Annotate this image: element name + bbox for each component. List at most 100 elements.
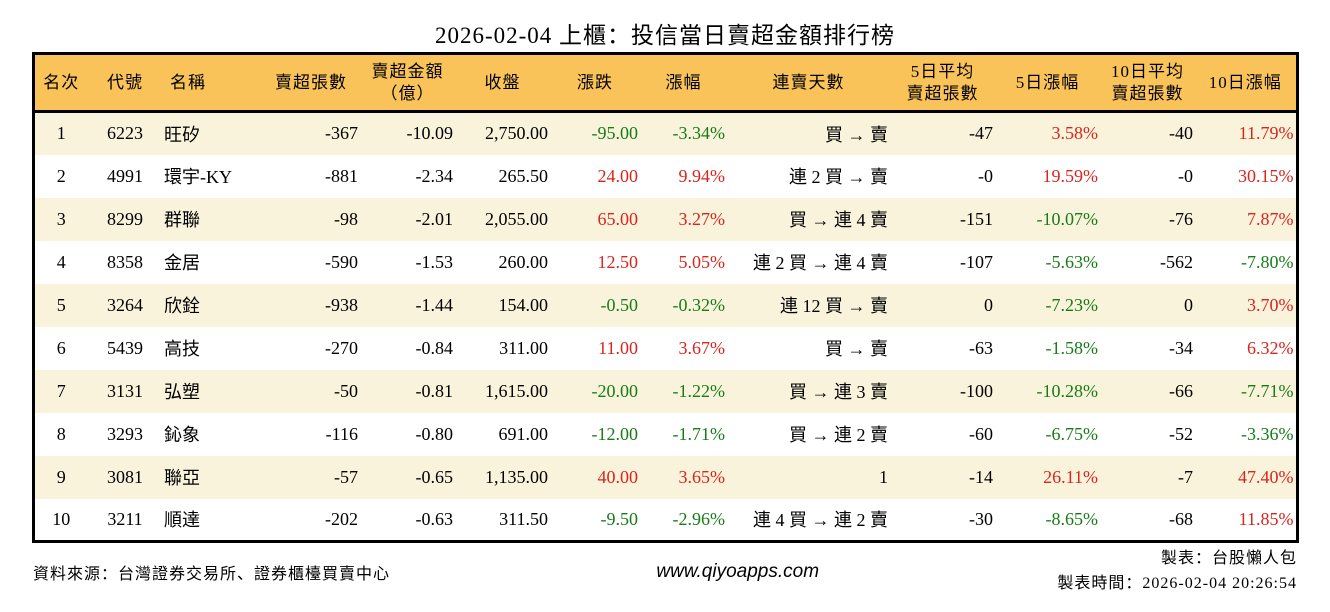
cell-avg5: -63 [969, 337, 993, 358]
cell-net_sell_lots: -57 [334, 466, 358, 487]
cell-change: -20.00 [591, 380, 639, 401]
cell-pct10: 7.87% [1247, 208, 1294, 229]
cell-change: 40.00 [597, 466, 639, 487]
cell-pct10: -3.36% [1241, 423, 1294, 444]
cell-net_sell_lots: -367 [325, 123, 358, 144]
cell-net_sell_amount: -0.80 [415, 423, 454, 444]
cell-streak: 連 2 買 → 連 4 賣 [753, 253, 888, 273]
cell-code: 3211 [107, 508, 143, 529]
cell-pct5: -10.07% [1036, 208, 1099, 229]
col-header-streak: 連賣天數 [727, 53, 890, 113]
cell-rank: 9 [56, 466, 66, 487]
cell-net_sell_amount: -2.34 [415, 165, 454, 186]
cell-avg5: -107 [960, 251, 993, 272]
cell-code: 8358 [107, 251, 143, 272]
cell-pct10: 3.70% [1247, 294, 1294, 315]
cell-pct10: 11.79% [1238, 123, 1294, 144]
cell-change_pct: 3.67% [678, 337, 726, 358]
table-row: 4 8358 金居 -590 -1.53 260.00 12.50 5.05% 連 2 買 → … [33, 240, 1297, 284]
cell-code: 8299 [107, 208, 143, 229]
cell-streak: 買 → 賣 [825, 339, 888, 359]
cell-name: 環宇-KY [164, 167, 232, 187]
col-header-net_sell_amount: 賣超金額 （億） [360, 53, 455, 113]
header-row: 名次 代號 名稱 賣超張數 賣超金額 （億） 收盤 漲跌 漲幅 連賣天數 5日平均 賣超張數 5日漲幅 1… [33, 53, 1297, 113]
cell-change_pct: 3.65% [678, 466, 726, 487]
cell-avg10: -66 [1169, 380, 1193, 401]
cell-net_sell_amount: -0.84 [415, 337, 454, 358]
cell-rank: 2 [56, 165, 66, 186]
cell-change: 24.00 [597, 165, 639, 186]
cell-pct10: -7.71% [1241, 380, 1294, 401]
col-header-close: 收盤 [455, 53, 550, 113]
table-row: 10 3211 順達 -202 -0.63 311.50 -9.50 -2.96% 連 4 買 … [33, 498, 1297, 542]
cell-streak: 買 → 連 4 賣 [789, 210, 888, 230]
cell-code: 4991 [107, 165, 143, 186]
cell-name: 旺矽 [164, 124, 200, 145]
cell-rank: 7 [56, 380, 66, 401]
cell-close: 1,135.00 [485, 466, 548, 487]
cell-net_sell_lots: -881 [325, 165, 358, 186]
cell-pct5: -7.23% [1045, 294, 1099, 315]
cell-change_pct: 3.27% [678, 208, 726, 229]
col-header-name: 名稱 [162, 53, 262, 113]
cell-net_sell_lots: -938 [325, 294, 358, 315]
col-header-net_sell_lots: 賣超張數 [262, 53, 360, 113]
cell-change_pct: 9.94% [678, 165, 726, 186]
cell-net_sell_lots: -50 [334, 380, 358, 401]
col-header-change: 漲跌 [550, 53, 640, 113]
cell-avg10: -0 [1178, 165, 1193, 186]
cell-change: 11.00 [598, 337, 638, 358]
cell-close: 154.00 [498, 294, 549, 315]
cell-avg10: -34 [1169, 337, 1193, 358]
cell-pct10: 11.85% [1238, 508, 1294, 529]
cell-name: 鈊象 [164, 425, 200, 445]
cell-streak: 連 12 買 → 賣 [780, 296, 888, 316]
cell-pct5: -1.58% [1045, 337, 1099, 358]
cell-close: 1,615.00 [485, 380, 548, 401]
cell-rank: 6 [56, 337, 66, 358]
data-source-label: 資料來源：台灣證券交易所、證券櫃檯買賣中心 [33, 565, 391, 583]
table-row: 8 3293 鈊象 -116 -0.80 691.00 -12.00 -1.71% 買 → 連 … [33, 412, 1297, 456]
table-row: 6 5439 高技 -270 -0.84 311.00 11.00 3.67% 買 → 賣 -63… [33, 326, 1297, 370]
cell-avg10: -52 [1169, 423, 1193, 444]
cell-net_sell_lots: -590 [325, 251, 358, 272]
cell-change: -12.00 [591, 423, 639, 444]
website-label: www.qiyoapps.com [656, 560, 820, 582]
cell-avg5: 0 [984, 294, 993, 315]
cell-pct5: -10.28% [1036, 380, 1099, 401]
cell-streak: 連 4 買 → 連 2 賣 [753, 510, 888, 531]
cell-avg5: -0 [978, 165, 993, 186]
cell-code: 3264 [107, 294, 143, 315]
col-header-pct10: 10日漲幅 [1195, 53, 1297, 113]
cell-avg10: -68 [1169, 508, 1193, 529]
maker-label: 製表：台股懶人包 [1160, 550, 1297, 567]
cell-net_sell_lots: -116 [325, 423, 358, 444]
cell-name: 聯亞 [164, 468, 200, 488]
cell-streak: 1 [879, 466, 888, 487]
footer: 資料來源：台灣證券交易所、證券櫃檯買賣中心 www.qiyoapps.com 製… [33, 547, 1297, 597]
cell-net_sell_amount: -2.01 [415, 208, 454, 229]
cell-net_sell_amount: -1.44 [415, 294, 454, 315]
table-header: 名次 代號 名稱 賣超張數 賣超金額 （億） 收盤 漲跌 漲幅 連賣天數 5日平均 賣超張數 5日漲幅 1… [33, 53, 1297, 113]
cell-change: -95.00 [591, 123, 639, 144]
cell-avg5: -100 [960, 380, 993, 401]
made-at-label: 製表時間：2026-02-04 20:26:54 [1057, 574, 1297, 592]
cell-change_pct: -2.96% [672, 508, 726, 529]
cell-name: 弘塑 [164, 382, 200, 402]
cell-rank: 4 [56, 251, 66, 272]
cell-avg5: -60 [969, 423, 993, 444]
cell-change: 65.00 [597, 208, 639, 229]
cell-avg5: -151 [960, 208, 993, 229]
page-title: 2026-02-04 上櫃：投信當日賣超金額排行榜 [434, 23, 896, 48]
cell-close: 265.50 [498, 165, 549, 186]
cell-rank: 5 [56, 294, 66, 315]
col-header-rank: 名次 [33, 53, 88, 113]
cell-change_pct: 5.05% [678, 251, 726, 272]
cell-avg10: -40 [1169, 123, 1193, 144]
table-row: 2 4991 環宇-KY -881 -2.34 265.50 24.00 9.94% 連 2 買… [33, 154, 1297, 198]
col-header-avg10: 10日平均 賣超張數 [1100, 53, 1195, 113]
cell-streak: 買 → 連 3 賣 [789, 382, 888, 402]
table-row: 7 3131 弘塑 -50 -0.81 1,615.00 -20.00 -1.22% 買 → 連… [33, 369, 1297, 413]
cell-avg5: -30 [969, 508, 993, 529]
table-row: 5 3264 欣銓 -938 -1.44 154.00 -0.50 -0.32% 連 12 買 … [33, 283, 1297, 327]
